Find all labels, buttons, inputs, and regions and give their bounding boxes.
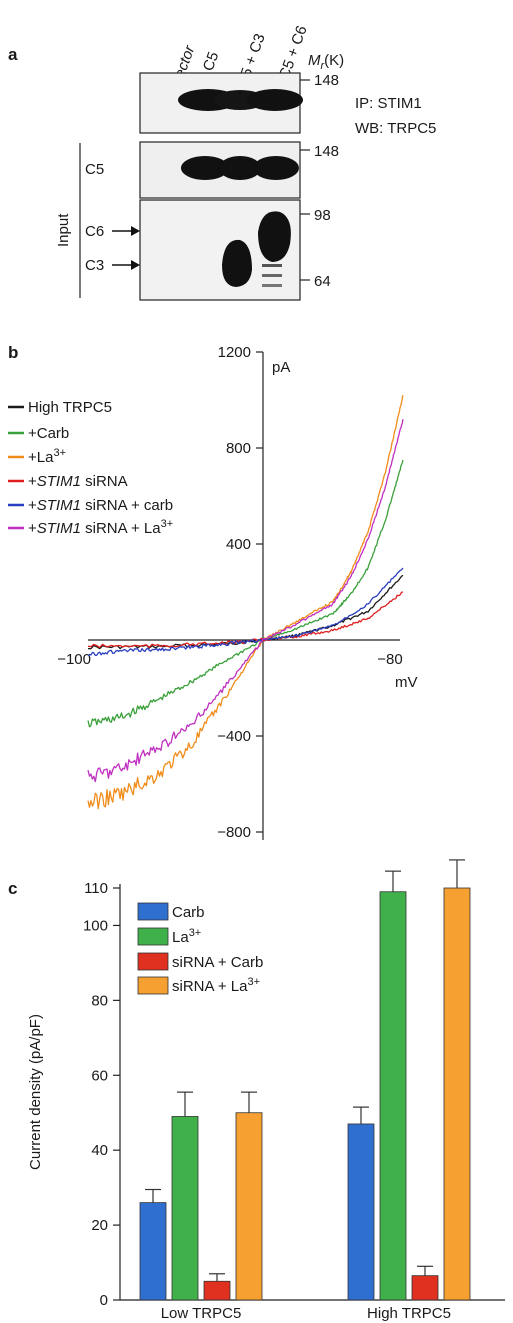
b-y-tick-label: −400 — [217, 728, 251, 745]
c-bar-sirna-la3-high-trpc5 — [443, 887, 471, 1301]
c-legend-swatch-carb — [137, 902, 169, 921]
arrow-c6-icon — [131, 226, 140, 236]
c-legend-label-sirna-la: siRNA + La3+ — [172, 976, 260, 995]
c-bar-carb-low-trpc5 — [139, 1202, 167, 1301]
b-legend: High TRPC5 +Carb +La3+ +STIM1 siRNA +STI… — [8, 399, 173, 537]
c-y-tick-label: 110 — [84, 880, 108, 897]
b-legend-label-stim1-sirna: +STIM1 siRNA — [28, 473, 128, 490]
b-y-ticks: 1200 800 400 −400 −800 — [217, 344, 263, 841]
c-legend: Carb La3+ siRNA + Carb siRNA + La3+ — [137, 902, 263, 995]
b-x-tick-label: −100 — [57, 651, 91, 668]
c-x-label-high-trpc5: High TRPC5 — [367, 1305, 451, 1322]
row-c6-label: C6 — [85, 223, 104, 240]
panel-b-letter: b — [8, 343, 18, 362]
band-c6-smear-2 — [262, 274, 282, 277]
b-series-line-stim1-sirna-carb — [87, 567, 404, 657]
b-series-line-stim1-sirna — [87, 591, 404, 649]
c-y-ticks: 0 20 40 60 80 100 110 — [83, 880, 120, 1309]
ip-label: IP: STIM1 — [355, 95, 422, 112]
wb-label: WB: TRPC5 — [355, 120, 436, 137]
marker-98: 98 — [314, 207, 331, 224]
panel-a: a Vector C5 C5 + C3 C5 + C6 Mr(K) 148 IP… — [8, 23, 436, 301]
c-y-tick-label: 60 — [91, 1067, 108, 1084]
band-c6 — [258, 211, 291, 262]
c-x-label-low-trpc5: Low TRPC5 — [161, 1305, 242, 1322]
band-c6-smear-1 — [262, 264, 282, 267]
b-series-line-la3 — [87, 395, 404, 810]
marker-148a: 148 — [314, 72, 339, 89]
band-c3 — [222, 239, 252, 287]
c-bar-la3-high-trpc5 — [379, 891, 407, 1301]
c-y-tick-label: 40 — [91, 1142, 108, 1159]
input-c5-band-3 — [253, 156, 299, 180]
b-series-line-stim1-sirna-la3 — [87, 419, 404, 783]
b-ylabel: pA — [272, 359, 290, 376]
b-legend-label-la: +La3+ — [28, 447, 66, 466]
c-bars — [139, 859, 471, 1301]
row-c5-label: C5 — [85, 161, 104, 178]
mr-label: Mr(K) — [308, 52, 344, 72]
c-bar-la3-low-trpc5 — [171, 1116, 199, 1301]
input-c5-band-1 — [181, 156, 229, 180]
marker-64: 64 — [314, 273, 331, 290]
panel-c-letter: c — [8, 879, 17, 898]
b-x-tick-label: −80 — [377, 651, 402, 668]
c-bar-sirna-carb-low-trpc5 — [203, 1280, 231, 1301]
marker-148b: 148 — [314, 143, 339, 160]
c-y-tick-label: 80 — [91, 992, 108, 1009]
row-c3-label: C3 — [85, 257, 104, 274]
c-legend-swatch-sirna-la — [137, 976, 169, 995]
b-y-tick-label: 800 — [226, 440, 251, 457]
input-c5-band-2 — [219, 156, 261, 180]
c-bar-carb-high-trpc5 — [347, 1123, 375, 1301]
b-y-tick-label: −800 — [217, 824, 251, 841]
b-series — [87, 395, 404, 810]
c-legend-swatch-sirna-carb — [137, 952, 169, 971]
c-legend-label-carb: Carb — [172, 904, 205, 921]
c-bar-sirna-carb-high-trpc5 — [411, 1275, 439, 1301]
band-c6-smear-3 — [262, 284, 282, 287]
input-label: Input — [55, 213, 72, 247]
c-y-tick-label: 100 — [83, 917, 108, 934]
c-legend-swatch-la — [137, 927, 169, 946]
b-legend-label-carb: +Carb — [28, 425, 69, 442]
c-bar-sirna-la3-low-trpc5 — [235, 1112, 263, 1301]
b-xlabel: mV — [395, 674, 418, 691]
panel-b: b 1200 800 400 −400 −800 −100 −80 pA mV High … — [8, 343, 418, 841]
b-y-tick-label: 400 — [226, 536, 251, 553]
b-x-ticks: −100 −80 — [57, 651, 403, 668]
c-y-tick-label: 20 — [91, 1217, 108, 1234]
c-legend-label-sirna-carb: siRNA + Carb — [172, 954, 263, 971]
c-legend-label-la: La3+ — [172, 927, 201, 946]
b-legend-label-stim1-sirna-la: +STIM1 siRNA + La3+ — [28, 518, 173, 537]
lane-label-c5: C5 — [200, 50, 223, 74]
panel-a-letter: a — [8, 45, 18, 64]
ip-band-c5c6 — [247, 89, 303, 111]
b-legend-label-stim1-sirna-carb: +STIM1 siRNA + carb — [28, 497, 173, 514]
c-x-labels: Low TRPC5 High TRPC5 — [161, 1305, 451, 1322]
c-y-tick-label: 0 — [100, 1292, 108, 1309]
arrow-c3-icon — [131, 260, 140, 270]
panel-c: c 0 20 40 60 80 100 110 Low TRPC5 High TRPC5 Cu… — [8, 859, 505, 1322]
b-legend-label-high-trpc5: High TRPC5 — [28, 399, 112, 416]
c-ylabel: Current density (pA/pF) — [27, 1014, 44, 1170]
b-y-tick-label: 1200 — [218, 344, 251, 361]
